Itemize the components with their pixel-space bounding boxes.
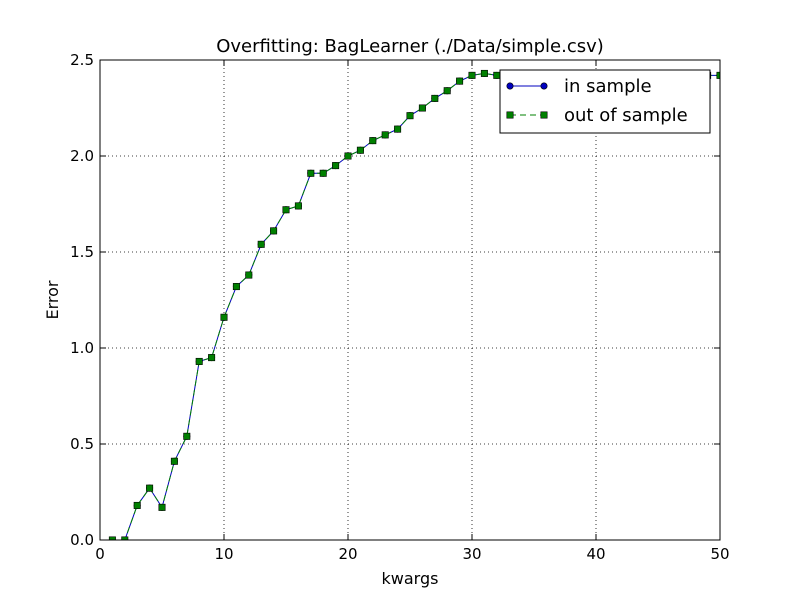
data-point-out-of-sample	[431, 94, 439, 102]
chart-title: Overfitting: BagLearner (./Data/simple.c…	[216, 36, 604, 57]
x-tick-label: 20	[338, 545, 357, 563]
x-tick-label: 30	[462, 545, 481, 563]
data-point-out-of-sample	[493, 71, 501, 79]
data-point-out-of-sample	[369, 137, 377, 145]
data-point-out-of-sample	[133, 501, 141, 509]
data-point-out-of-sample	[232, 283, 240, 291]
y-axis-label: Error	[43, 280, 62, 319]
axes-frame	[99, 59, 721, 541]
x-tick-label: 50	[710, 545, 729, 563]
grid-layer	[100, 60, 720, 540]
y-tick-label: 0.5	[70, 435, 94, 453]
tick-layer: 0 10 20 30 40 50 0.0 0.5 1.0 1.5 2.0 2.5	[70, 51, 729, 563]
data-point-out-of-sample	[257, 240, 265, 248]
data-point-out-of-sample	[381, 131, 389, 139]
x-axis-label: kwargs	[382, 569, 439, 588]
series-line-out-of-sample	[112, 72, 720, 540]
x-tick-label: 40	[586, 545, 605, 563]
y-tick-label: 1.0	[70, 339, 94, 357]
data-point-out-of-sample	[294, 202, 302, 210]
data-point-out-of-sample	[282, 206, 290, 214]
data-point-out-of-sample	[356, 146, 364, 154]
data-point-out-of-sample	[245, 271, 253, 279]
x-tick-label: 0	[95, 545, 105, 563]
y-tick-label: 2.5	[70, 51, 94, 69]
legend-label-out-of-sample: out of sample	[564, 105, 688, 126]
legend: in sample out of sample	[499, 69, 711, 134]
series-line-in-sample	[112, 72, 720, 540]
legend-marker-out-of-sample	[540, 111, 548, 119]
data-point-out-of-sample	[332, 162, 340, 170]
data-point-out-of-sample	[195, 357, 203, 365]
data-point-out-of-sample	[480, 69, 488, 77]
data-point-out-of-sample	[220, 313, 228, 321]
data-point-out-of-sample	[443, 87, 451, 95]
data-point-out-of-sample	[170, 457, 178, 465]
legend-marker-in-sample	[506, 82, 514, 90]
data-point-out-of-sample	[406, 112, 414, 120]
y-tick-label: 1.5	[70, 243, 94, 261]
legend-box	[499, 69, 711, 134]
data-point-out-of-sample	[270, 227, 278, 235]
y-tick-label: 2.0	[70, 147, 94, 165]
data-point-out-of-sample	[146, 484, 154, 492]
legend-marker-in-sample	[540, 82, 548, 90]
data-point-out-of-sample	[344, 152, 352, 160]
data-point-out-of-sample	[208, 354, 216, 362]
data-point-out-of-sample	[394, 125, 402, 133]
legend-marker-out-of-sample	[506, 111, 514, 119]
data-point-out-of-sample	[158, 503, 166, 511]
data-point-out-of-sample	[319, 169, 327, 177]
x-tick-label: 10	[214, 545, 233, 563]
data-point-out-of-sample	[468, 71, 476, 79]
legend-label-in-sample: in sample	[564, 76, 652, 97]
y-tick-label: 0.0	[70, 531, 94, 549]
data-point-out-of-sample	[418, 104, 426, 112]
series-layer	[108, 69, 720, 540]
data-point-out-of-sample	[183, 432, 191, 440]
data-point-out-of-sample	[307, 169, 315, 177]
data-point-out-of-sample	[456, 77, 464, 85]
